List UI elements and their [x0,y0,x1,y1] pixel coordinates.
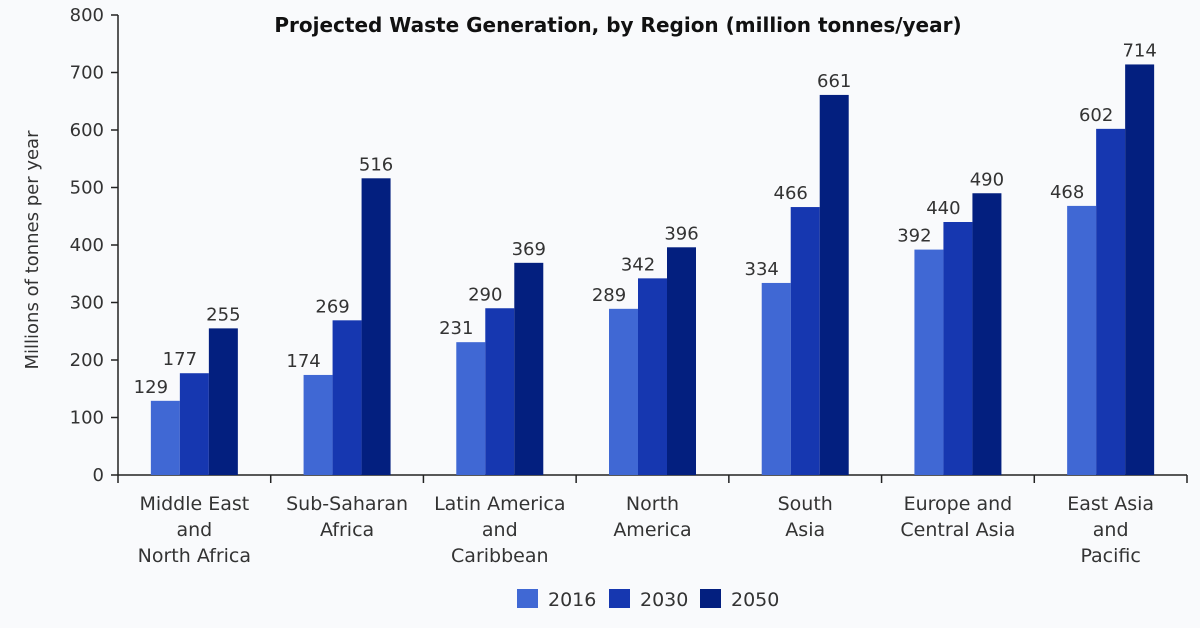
bar-2030 [638,278,667,475]
data-label: 290 [468,284,502,305]
y-tick-label: 100 [70,408,104,429]
legend-label: 2016 [548,589,596,611]
legend: 2016 2030 2050 [517,589,779,611]
bar-2016 [456,342,486,475]
bar-2050 [667,247,696,475]
data-label: 468 [1050,182,1084,203]
bar-2030 [943,222,973,475]
data-label: 129 [134,377,168,398]
bar-2016 [609,308,638,475]
y-tick-label: 400 [70,235,104,256]
bar-2030 [179,373,209,475]
y-axis-label: Millions of tonnes per year [22,130,43,370]
category-label: Latin America [434,493,565,515]
category-label: America [613,519,691,541]
category-label: North [626,493,679,515]
category-label: Caribbean [451,545,549,567]
bar-2050 [972,193,1002,475]
bar-2050 [819,94,849,476]
category-label: and [176,519,212,541]
data-label: 466 [774,183,808,204]
bar-2050 [1125,64,1155,475]
category-labels: Middle East and North Africa Sub-Saharan Afr… [138,493,1154,567]
category-label: South [778,493,833,515]
category-label: Pacific [1080,545,1140,567]
y-tick-label: 0 [93,465,104,486]
bar-2050 [361,178,391,476]
category-label: Sub-Saharan [286,493,408,515]
value-labels: 129 177 255 174 269 516 231 290 369 289 342 396 334 4… [134,40,1157,397]
bar-2016 [150,400,180,475]
legend-swatch-2016 [517,589,538,608]
legend-label: 2030 [640,589,688,611]
bar-2016 [303,374,333,475]
bar-2016 [761,282,791,475]
axes: 0 100 200 300 400 500 600 700 800 [70,5,1188,486]
data-label: 396 [664,223,698,244]
y-tick-label: 600 [70,120,104,141]
y-tick-label: 300 [70,293,104,314]
legend-swatch-2030 [609,589,630,608]
category-label: Asia [785,519,825,541]
data-label: 255 [206,304,240,325]
data-label: 289 [592,285,626,306]
data-label: 174 [286,351,320,372]
bar-2050 [514,262,544,475]
data-label: 392 [897,226,931,247]
data-label: 342 [621,254,655,275]
data-label: 269 [315,296,349,317]
bar-2016 [914,249,944,475]
bar-2030 [790,207,820,476]
y-tick-label: 700 [70,63,104,84]
y-tick-label: 800 [70,5,104,26]
bar-2030 [485,308,515,475]
bar-2030 [1096,128,1126,475]
category-label: Africa [320,519,374,541]
bars [150,64,1155,476]
category-label: and [482,519,518,541]
category-label: Middle East [139,493,249,515]
data-label: 369 [512,239,546,260]
y-tick-label: 500 [70,178,104,199]
legend-label: 2050 [731,589,779,611]
bar-2030 [332,320,362,475]
data-label: 661 [817,71,851,92]
data-label: 231 [439,318,473,339]
bar-2016 [1067,205,1097,475]
data-label: 440 [926,198,960,219]
category-label: Central Asia [900,519,1015,541]
legend-swatch-2050 [700,589,721,608]
chart-title: Projected Waste Generation, by Region (m… [274,13,961,37]
category-label: East Asia [1067,493,1154,515]
data-label: 334 [745,259,779,280]
data-label: 490 [970,169,1004,190]
category-label: North Africa [138,545,251,567]
y-tick-label: 200 [70,350,104,371]
data-label: 714 [1122,40,1156,61]
data-label: 177 [163,349,197,370]
bar-2050 [208,328,238,475]
data-label: 516 [359,154,393,175]
category-label: Europe and [904,493,1013,515]
data-label: 602 [1079,105,1113,126]
category-label: and [1093,519,1129,541]
